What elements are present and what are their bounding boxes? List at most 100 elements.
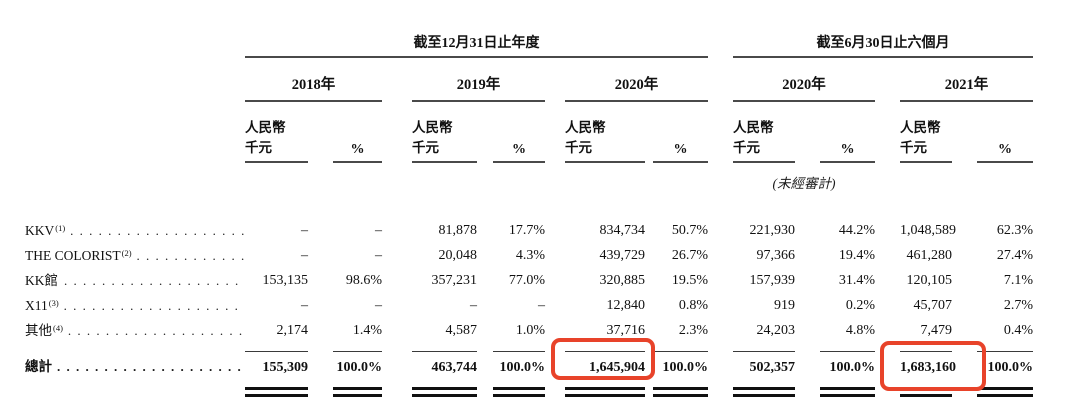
cell-value: 31.4%	[838, 273, 875, 288]
section-title-year-ended-dec31: 截至12月31日止年度	[245, 20, 708, 58]
cell-value: –	[301, 298, 308, 313]
cell-value: 97,366	[756, 248, 796, 263]
cell-value: 45,707	[913, 298, 953, 313]
unit-thousand-text: 千元	[565, 140, 592, 155]
unit-label-rmb-thousand: 人民幣 千元	[733, 102, 795, 163]
unit-label-rmb-thousand: 人民幣 千元	[565, 102, 645, 163]
unit-label-percent: %	[820, 102, 875, 163]
cell-value: 17.7%	[508, 223, 545, 238]
cell-value: 12,840	[606, 298, 646, 313]
total-value: 463,744	[412, 351, 477, 381]
unit-label-rmb-thousand: 人民幣 千元	[245, 102, 308, 163]
table-double-rule-row	[25, 387, 1080, 397]
cell-value: 153,135	[262, 273, 309, 288]
row-label-others: 其他 (4)	[25, 318, 245, 343]
cell-value: –	[375, 248, 382, 263]
unit-label-percent: %	[493, 102, 545, 163]
double-rule	[412, 387, 477, 397]
unit-rmb-text: 人民幣	[733, 120, 774, 135]
cell-value: 120,105	[906, 273, 953, 288]
cell-value: 37,716	[606, 323, 646, 338]
unit-label-percent: %	[333, 102, 382, 163]
header-body-spacer	[25, 193, 1080, 218]
row-label-kk-guan: KK館	[25, 268, 245, 293]
dot-leader	[57, 354, 245, 380]
table-header-note-row: (未經審計)	[25, 163, 1080, 193]
table-row: KKV(1) – – 81,878 17.7% 834,734 50.7% 22…	[25, 218, 1080, 243]
row-label-x11: X11 (3)	[25, 293, 245, 318]
cell-value: 1.0%	[515, 323, 545, 338]
unit-thousand-text: 千元	[900, 140, 927, 155]
unit-label-percent: %	[653, 102, 708, 163]
financial-table: 截至12月31日止年度 截至6月30日止六個月 2018年 2019年 2020…	[0, 0, 1080, 397]
dot-leader	[70, 218, 245, 243]
cell-value: 81,878	[438, 223, 478, 238]
cell-value: 0.2%	[845, 298, 875, 313]
cell-value: 77.0%	[508, 273, 545, 288]
total-value: 100.0%	[977, 351, 1033, 381]
double-rule	[653, 387, 708, 397]
cell-value: 461,280	[906, 248, 953, 263]
cell-value: 7.1%	[1003, 273, 1033, 288]
cell-value: 157,939	[749, 273, 796, 288]
double-rule	[977, 387, 1033, 397]
dot-leader	[137, 243, 245, 268]
cell-value: 44.2%	[838, 223, 875, 238]
cell-value: 7,479	[920, 323, 953, 338]
year-column-2020-interim: 2020年	[733, 58, 875, 102]
double-rule	[900, 387, 952, 397]
cell-value: 439,729	[599, 248, 646, 263]
double-rule	[733, 387, 795, 397]
cell-value: –	[375, 223, 382, 238]
table-row: X11(3) – – – – 12,840 0.8% 919 0.2% 45,7…	[25, 293, 1080, 318]
unit-label-rmb-thousand: 人民幣 千元	[412, 102, 477, 163]
total-value: 100.0%	[333, 351, 382, 381]
section-title-six-months-ended-jun30: 截至6月30日止六個月	[733, 20, 1033, 58]
unit-label-percent: %	[977, 102, 1033, 163]
cell-value: 834,734	[599, 223, 646, 238]
cell-value: 2.3%	[678, 323, 708, 338]
double-rule	[333, 387, 382, 397]
double-rule	[820, 387, 875, 397]
cell-value: 1,048,589	[900, 223, 956, 238]
cell-value: 4.3%	[515, 248, 545, 263]
unit-rmb-text: 人民幣	[565, 120, 606, 135]
cell-value: 919	[774, 298, 795, 313]
unit-label-rmb-thousand: 人民幣 千元	[900, 102, 952, 163]
cell-value: 4,587	[445, 323, 478, 338]
cell-value: 2.7%	[1003, 298, 1033, 313]
double-rule	[245, 387, 308, 397]
cell-value: 20,048	[438, 248, 478, 263]
double-rule	[565, 387, 645, 397]
table-row: 其他(4) 2,174 1.4% 4,587 1.0% 37,716 2.3% …	[25, 318, 1080, 343]
cell-value: 62.3%	[996, 223, 1033, 238]
dot-leader	[64, 268, 245, 293]
cell-value: –	[301, 248, 308, 263]
year-column-2020: 2020年	[565, 58, 708, 102]
cell-value: –	[538, 298, 545, 313]
table-header-sections: 截至12月31日止年度 截至6月30日止六個月	[25, 20, 1080, 58]
cell-value: 320,885	[599, 273, 646, 288]
total-value: 100.0%	[820, 351, 875, 381]
row-label-total: 總計	[25, 351, 245, 381]
total-value: 1,683,160	[900, 351, 956, 381]
year-column-2019: 2019年	[412, 58, 545, 102]
unit-rmb-text: 人民幣	[412, 120, 453, 135]
dot-leader	[68, 318, 245, 343]
total-value: 502,357	[733, 351, 795, 381]
table-row: KK館 153,135 98.6% 357,231 77.0% 320,885 …	[25, 268, 1080, 293]
cell-value: 0.8%	[678, 298, 708, 313]
cell-value: 26.7%	[671, 248, 708, 263]
table-header-years: 2018年 2019年 2020年 2020年 2021年	[25, 58, 1080, 102]
cell-value: 0.4%	[1003, 323, 1033, 338]
unit-thousand-text: 千元	[733, 140, 760, 155]
cell-value: –	[470, 298, 477, 313]
cell-value: 2,174	[276, 323, 309, 338]
cell-value: 27.4%	[996, 248, 1033, 263]
unit-rmb-text: 人民幣	[245, 120, 286, 135]
cell-value: 98.6%	[345, 273, 382, 288]
cell-value: –	[375, 298, 382, 313]
unit-rmb-text: 人民幣	[900, 120, 941, 135]
cell-value: 4.8%	[845, 323, 875, 338]
row-label-the-colorist: THE COLORIST (2)	[25, 243, 245, 268]
